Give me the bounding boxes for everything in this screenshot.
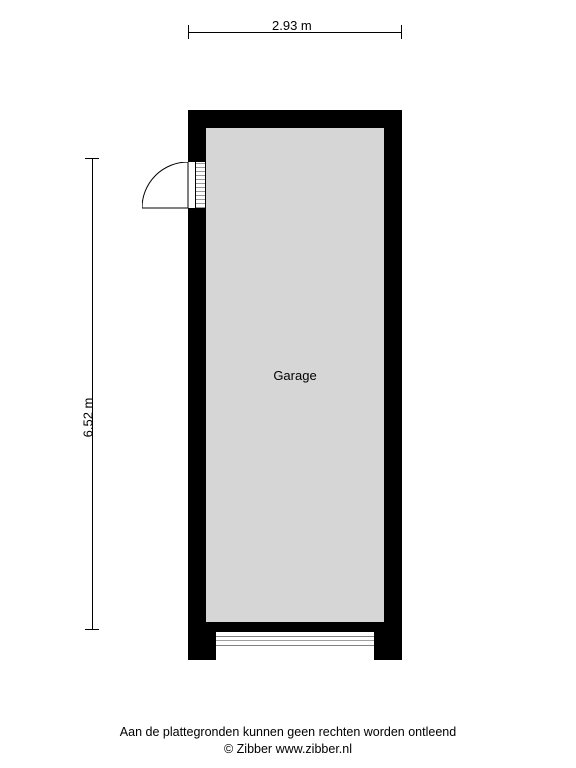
door-jamb: [195, 162, 206, 208]
dim-left-tick-bottom: [85, 629, 99, 630]
dim-top-label: 2.93 m: [272, 18, 312, 33]
dim-left-tick-top: [85, 158, 99, 159]
dim-left-line: [92, 158, 93, 630]
room-garage: Garage: [206, 128, 384, 622]
floorplan-canvas: 2.93 m 6.52 m Garage Aan de plattegronde…: [0, 0, 576, 768]
room-label: Garage: [273, 368, 316, 383]
garage-door-panel: [216, 636, 374, 646]
footer-line1: Aan de plattegronden kunnen geen rechten…: [0, 724, 576, 741]
door-arc: [142, 162, 192, 212]
garage-door-rail: [216, 640, 374, 641]
dim-top-tick-right: [401, 25, 402, 39]
footer: Aan de plattegronden kunnen geen rechten…: [0, 724, 576, 758]
dim-top-tick-left: [188, 25, 189, 39]
dim-left-label: 6.52 m: [80, 398, 95, 438]
footer-line2: © Zibber www.zibber.nl: [0, 741, 576, 758]
